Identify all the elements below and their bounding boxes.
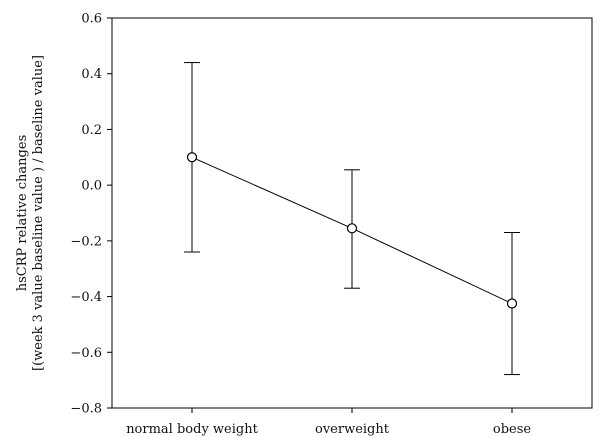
y-tick-label: −0.6	[70, 346, 102, 361]
y-axis-title-line-2: [(week 3 value baseline value ) / baseli…	[31, 55, 46, 371]
y-tick-label: 0.4	[81, 67, 102, 82]
x-tick-label: obese	[493, 422, 532, 437]
data-point	[506, 298, 518, 309]
y-tick-label: 0.0	[81, 179, 102, 194]
y-axis-ticks: 0.6 0.4 0.2 0.0 −0.2 −0.4 −0.6 −0.8	[70, 12, 112, 417]
data-point	[186, 152, 198, 163]
data-point	[346, 223, 358, 234]
x-tick-label: overweight	[315, 422, 390, 437]
y-tick-label: 0.2	[81, 123, 102, 138]
y-tick-label: −0.2	[70, 234, 102, 249]
x-axis-ticks: normal body weight overweight obese	[126, 408, 531, 437]
y-tick-label: −0.4	[70, 290, 102, 305]
x-tick-label: normal body weight	[126, 422, 258, 437]
y-axis-title-line-1: hsCRP relative changes	[15, 135, 30, 292]
series	[184, 62, 520, 376]
y-tick-label: −0.8	[70, 402, 102, 417]
y-tick-label: 0.6	[81, 12, 102, 27]
